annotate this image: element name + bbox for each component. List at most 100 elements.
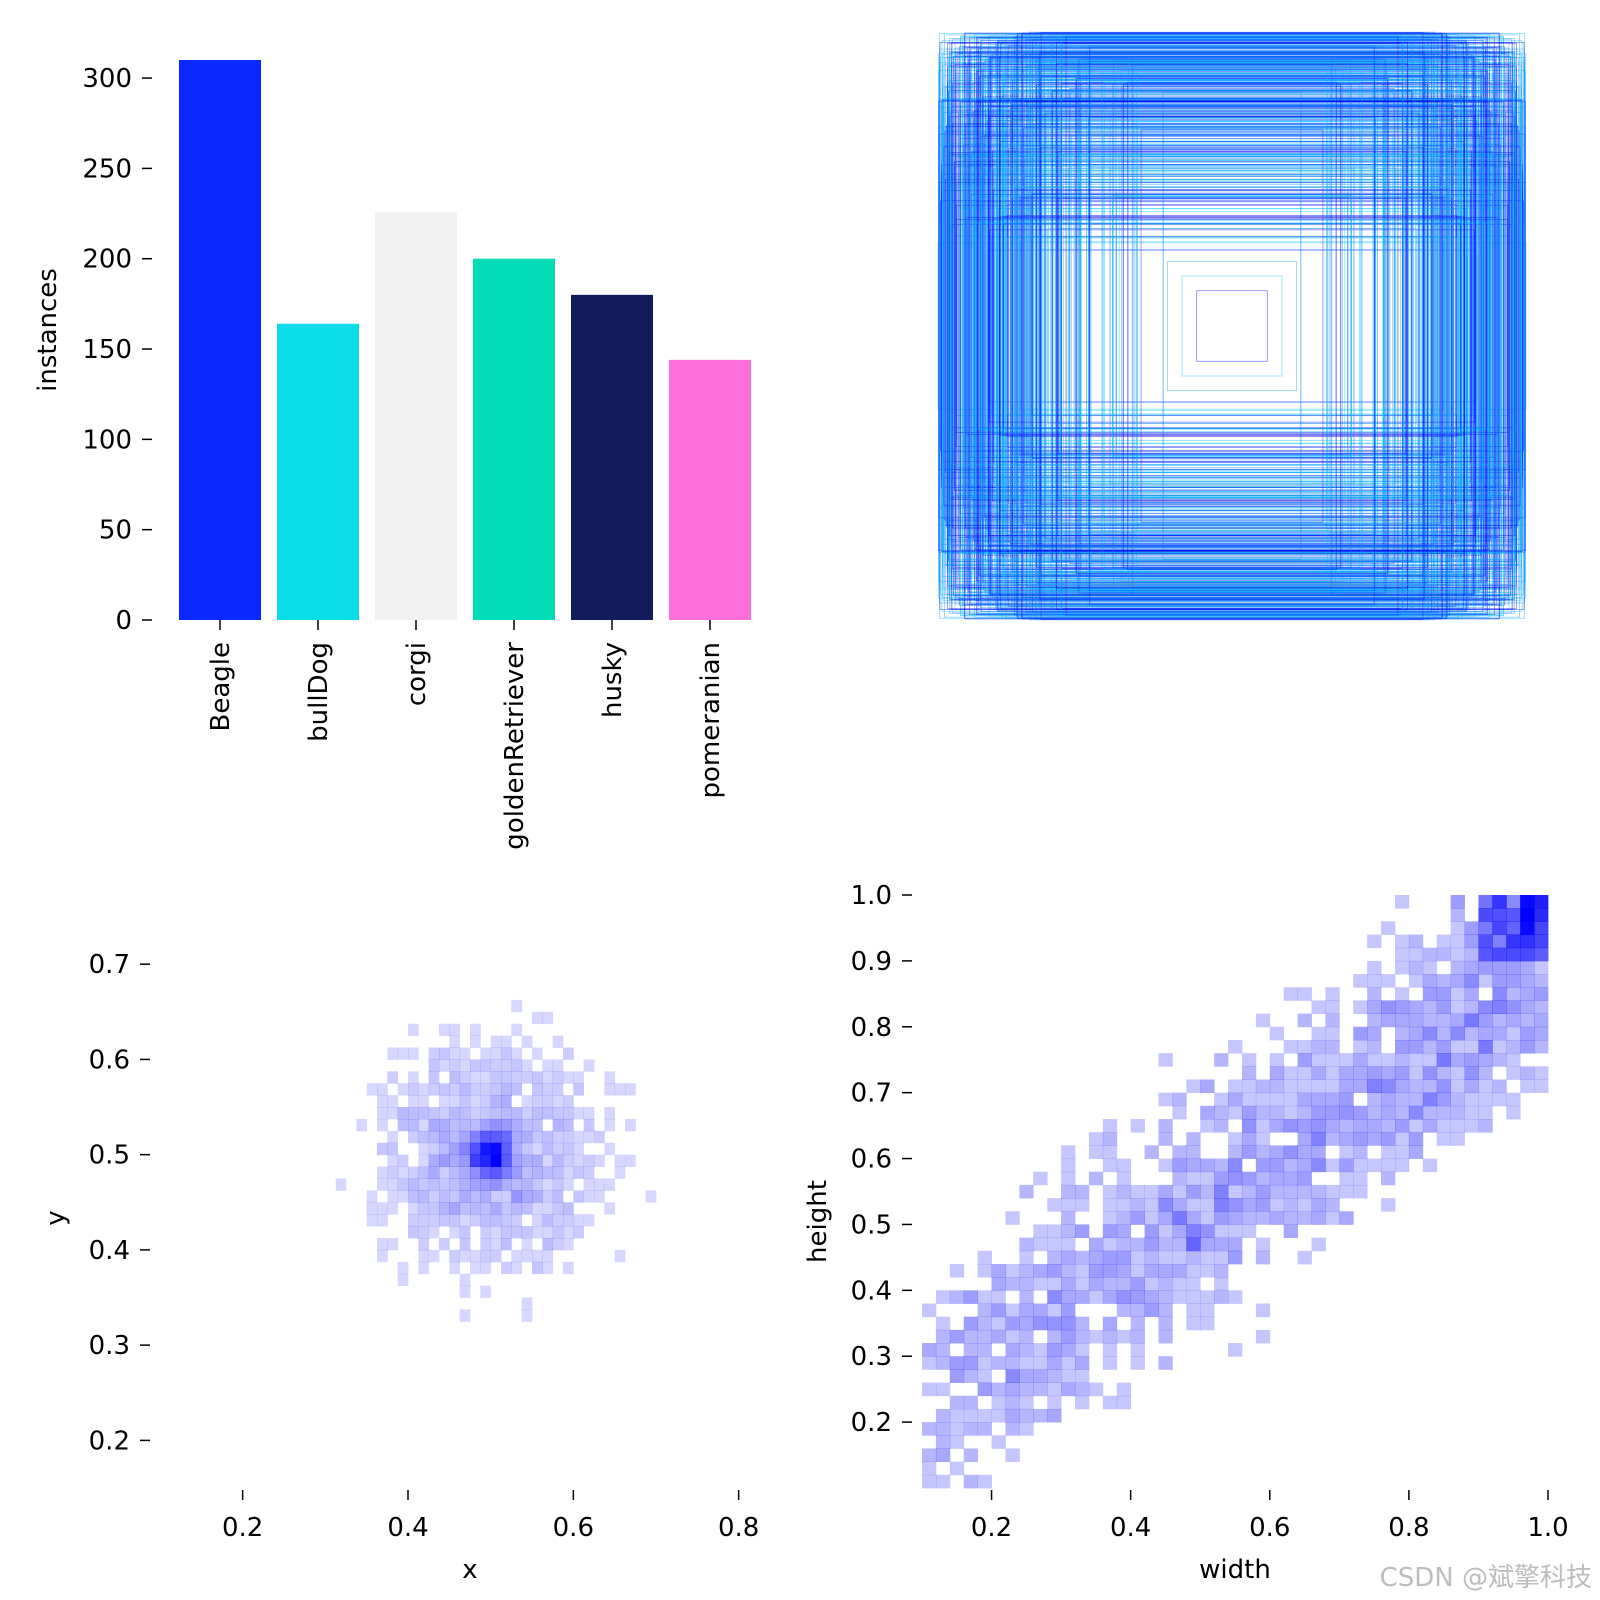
heatmap-cell: [1102, 1211, 1118, 1225]
heatmap-cell: [1381, 1198, 1396, 1212]
heatmap-cell: [1283, 1145, 1298, 1159]
heatmap-cell: [1492, 987, 1507, 1001]
heatmap-cell: [1422, 1105, 1438, 1120]
heatmap-cell: [1144, 1290, 1159, 1304]
bounding-box: [1078, 133, 1386, 519]
heatmap-cell: [594, 1190, 605, 1203]
bounding-box: [1027, 64, 1437, 588]
heatmap-cell: [1075, 1316, 1090, 1331]
heatmap-cell: [552, 1214, 564, 1227]
heatmap-cell: [1158, 1224, 1173, 1239]
heatmap-cell: [1269, 1184, 1285, 1199]
heatmap-cell: [408, 1130, 419, 1144]
heatmap-cell: [1130, 1277, 1145, 1291]
heatmap-cell: [1228, 1171, 1243, 1186]
bounding-box: [1018, 196, 1446, 456]
heatmap-cell: [1394, 1158, 1410, 1173]
heatmap-cell: [532, 1214, 543, 1227]
heatmap-cell: [501, 1071, 512, 1084]
heatmap-cell: [1075, 1224, 1090, 1239]
heatmap-cell: [563, 1238, 574, 1251]
bounding-box: [1004, 120, 1460, 532]
heatmap-cell: [542, 1249, 554, 1263]
bounding-box: [1032, 39, 1432, 613]
heatmap-cell: [977, 1343, 992, 1357]
heatmap-cell: [1381, 1092, 1396, 1107]
heatmap-cell: [532, 1011, 543, 1025]
heatmap-cell: [1214, 1224, 1229, 1239]
bounding-box: [1111, 195, 1353, 457]
heatmap-cell: [428, 1107, 440, 1120]
heatmap-cell: [490, 1047, 502, 1060]
heatmap-cell: [1353, 1105, 1368, 1120]
x-tick-label: bullDog: [304, 642, 334, 742]
heatmap-cell: [377, 1178, 388, 1191]
heatmap-cell: [542, 1238, 554, 1251]
bounding-box: [948, 59, 1516, 593]
heatmap-cell: [511, 1023, 523, 1037]
heatmap-cell: [1144, 1237, 1159, 1252]
bounding-box: [948, 223, 1516, 429]
bounding-box: [1045, 111, 1419, 541]
heatmap-cell: [1241, 1211, 1257, 1225]
heatmap-cell: [1241, 1053, 1257, 1067]
heatmap-cell: [1116, 1303, 1132, 1318]
heatmap-cell: [1381, 1132, 1396, 1146]
heatmap-cell: [1228, 1290, 1243, 1304]
heatmap-cell: [1283, 1039, 1298, 1054]
heatmap-cell: [1255, 1145, 1271, 1159]
heatmap-cell: [563, 1178, 574, 1191]
heatmap-cell: [1283, 1224, 1298, 1239]
heatmap-cell: [1158, 1250, 1173, 1265]
heatmap-cell: [1075, 1343, 1090, 1357]
heatmap-cell: [949, 1408, 965, 1423]
heatmap-cell: [490, 1214, 502, 1227]
heatmap-cell: [1061, 1158, 1076, 1173]
bounding-box: [992, 150, 1472, 502]
heatmap-cell: [1061, 1316, 1076, 1331]
heatmap-cell: [614, 1166, 626, 1179]
heatmap-cell: [977, 1356, 992, 1370]
heatmap-cell: [1422, 947, 1438, 962]
heatmap-cell: [1158, 1316, 1173, 1331]
bounding-box: [982, 96, 1482, 556]
heatmap-cell: [1088, 1290, 1104, 1304]
heatmap-cell: [1408, 1105, 1424, 1120]
heatmap-cell: [977, 1474, 992, 1489]
heatmap-cell: [449, 1154, 461, 1167]
heatmap-cell: [1241, 1066, 1257, 1080]
bounding-box: [977, 222, 1487, 430]
heatmap-cell: [552, 1071, 564, 1084]
heatmap-cell: [552, 1059, 564, 1072]
heatmap-cell: [1492, 934, 1507, 949]
heatmap-cell: [511, 1226, 523, 1239]
bounding-box: [962, 55, 1502, 597]
heatmap-cell: [1450, 908, 1465, 922]
heatmap-cell: [1172, 1184, 1187, 1199]
heatmap-cell: [1158, 1263, 1173, 1278]
heatmap-cell: [1381, 1105, 1396, 1120]
bounding-box: [1073, 155, 1391, 497]
heatmap-cell: [1102, 1263, 1118, 1278]
xy-heatmap: 0.2 0.4 0.6 0.8 0.2 0.3 0.4 0.5 0.6 0.7 x y: [41, 950, 759, 1585]
heatmap-cell: [1005, 1395, 1020, 1410]
heatmap-cell: [552, 1130, 564, 1144]
heatmap-cell: [949, 1435, 965, 1449]
heatmap-cell: [490, 1130, 502, 1144]
heatmap-cell: [1506, 921, 1521, 935]
heatmap-cell: [480, 1047, 492, 1060]
bounding-box: [1196, 290, 1268, 362]
heatmap-cell: [1102, 1356, 1118, 1370]
heatmap-cell: [1255, 1079, 1271, 1094]
heatmap-cell: [1088, 1250, 1104, 1265]
heatmap-cell: [1297, 1053, 1312, 1067]
heatmap-cell: [1047, 1250, 1062, 1265]
heatmap-cell: [935, 1343, 951, 1357]
heatmap-cell: [1214, 1119, 1229, 1133]
heatmap-cell: [439, 1118, 450, 1132]
heatmap-cell: [1325, 1132, 1340, 1146]
bounding-box: [971, 150, 1493, 502]
heatmap-cell: [1506, 1000, 1521, 1014]
heatmap-cell: [1075, 1356, 1090, 1370]
heatmap-cell: [1047, 1395, 1062, 1410]
